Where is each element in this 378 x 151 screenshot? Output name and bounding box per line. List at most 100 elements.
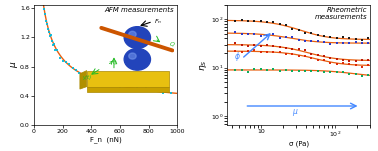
Point xyxy=(333,63,339,65)
Point xyxy=(302,49,308,51)
Point xyxy=(245,32,251,35)
Point xyxy=(264,51,270,54)
Point xyxy=(314,53,321,56)
Point xyxy=(359,66,365,68)
Point xyxy=(346,37,352,40)
Point xyxy=(125,87,132,90)
Point xyxy=(333,37,339,39)
Point xyxy=(302,69,308,72)
Point xyxy=(53,48,59,51)
Point xyxy=(169,92,175,95)
Point xyxy=(258,44,264,47)
Point xyxy=(346,63,352,65)
Point xyxy=(321,34,327,37)
Point xyxy=(289,36,295,38)
Point xyxy=(327,70,333,73)
Point xyxy=(308,32,314,34)
Point xyxy=(283,47,289,49)
Point xyxy=(46,31,52,34)
Point xyxy=(270,68,276,70)
Point xyxy=(302,32,308,34)
Point xyxy=(232,31,239,34)
Point xyxy=(85,76,91,79)
Point xyxy=(143,87,149,90)
Point xyxy=(57,57,63,60)
Point xyxy=(296,70,302,72)
Point xyxy=(251,68,257,71)
Text: $\mu$: $\mu$ xyxy=(292,108,298,118)
Point xyxy=(44,22,50,25)
Point xyxy=(239,50,245,53)
Point xyxy=(327,43,333,45)
Point xyxy=(340,62,346,64)
Point xyxy=(346,60,352,63)
Point xyxy=(251,20,257,22)
Point xyxy=(289,52,295,55)
Point xyxy=(296,29,302,32)
Point xyxy=(321,41,327,43)
Point xyxy=(321,59,327,61)
Point xyxy=(302,55,308,57)
Point xyxy=(365,74,371,76)
Point xyxy=(365,64,371,66)
Point xyxy=(314,70,321,72)
Point xyxy=(289,48,295,51)
Point xyxy=(302,40,308,42)
Point xyxy=(251,32,257,35)
Point xyxy=(67,63,73,66)
Point xyxy=(245,70,251,73)
Point xyxy=(232,50,239,53)
Point xyxy=(359,75,365,77)
Point xyxy=(314,58,321,61)
Point xyxy=(264,21,270,23)
Point xyxy=(134,87,140,89)
Point xyxy=(353,64,359,66)
Text: AFM measurements: AFM measurements xyxy=(105,7,174,13)
Point xyxy=(277,37,283,39)
Point xyxy=(270,51,276,54)
Point xyxy=(353,72,359,75)
Point xyxy=(321,70,327,73)
Point xyxy=(160,92,166,95)
Point xyxy=(50,44,56,46)
Point xyxy=(60,60,66,63)
Point xyxy=(270,33,276,36)
Point xyxy=(359,39,365,41)
Point xyxy=(296,48,302,50)
Point xyxy=(365,58,371,61)
Point xyxy=(264,34,270,36)
Point xyxy=(321,55,327,58)
X-axis label: F_n  (nN): F_n (nN) xyxy=(90,136,121,143)
Point xyxy=(333,71,339,73)
Point xyxy=(270,21,276,23)
Point xyxy=(42,13,48,15)
Point xyxy=(289,69,295,72)
Point xyxy=(43,20,49,23)
Point xyxy=(359,42,365,45)
Y-axis label: μ: μ xyxy=(9,62,19,68)
Point xyxy=(308,57,314,59)
Point xyxy=(245,20,251,22)
Point xyxy=(73,69,79,72)
Point xyxy=(54,49,60,51)
Point xyxy=(308,70,314,72)
Point xyxy=(239,69,245,71)
Point xyxy=(277,22,283,25)
Point xyxy=(333,42,339,45)
Point xyxy=(340,42,346,44)
Point xyxy=(277,69,283,72)
Point xyxy=(251,48,257,51)
Point xyxy=(51,43,57,46)
Point xyxy=(40,2,46,5)
Point xyxy=(353,38,359,40)
Point xyxy=(264,44,270,46)
Point xyxy=(283,24,289,26)
Point xyxy=(245,50,251,52)
Point xyxy=(232,20,239,22)
Point xyxy=(270,45,276,47)
Point xyxy=(346,73,352,75)
Point xyxy=(258,34,264,37)
Point xyxy=(308,40,314,42)
Point xyxy=(289,27,295,30)
Point xyxy=(239,33,245,35)
